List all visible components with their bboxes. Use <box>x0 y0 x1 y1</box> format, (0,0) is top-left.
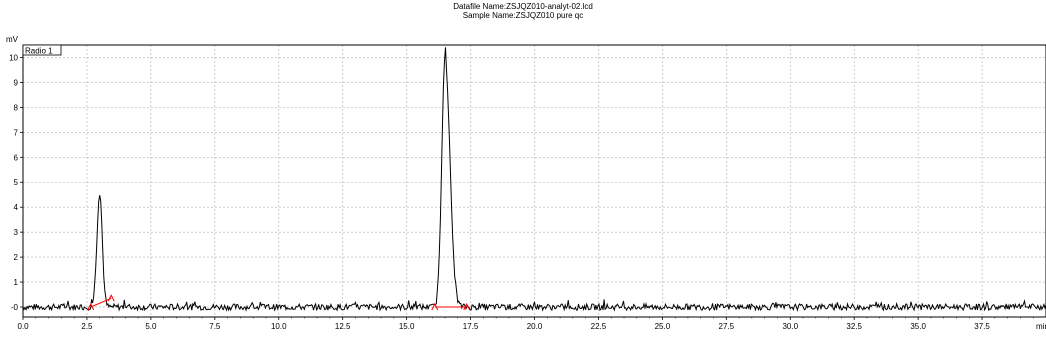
channel-label: Radio 1 <box>25 47 53 56</box>
peak-baselines <box>87 294 471 311</box>
x-tick-label: 15.0 <box>399 322 415 331</box>
datafile-name: Datafile Name:ZSJQZ010-analyt-02.lcd <box>453 2 593 11</box>
x-tick-label: 35.0 <box>910 322 926 331</box>
x-tick-label: 10.0 <box>271 322 287 331</box>
y-tick-label: 2 <box>14 253 19 262</box>
x-tick-labels: 0.0 2.5 5.0 7.5 10.0 12.5 15.0 17.5 20.0 22.5 25.0… <box>17 317 1046 331</box>
sample-name: Sample Name:ZSJQZ010 pure qc <box>462 11 584 20</box>
y-axis-label: mV <box>6 35 19 44</box>
x-tick-label: 37.5 <box>974 322 990 331</box>
peak-marker <box>463 302 471 311</box>
y-tick-label: 3 <box>14 228 19 237</box>
y-tick-label: -0 <box>11 303 19 312</box>
x-tick-label: 30.0 <box>782 322 798 331</box>
x-tick-label: 17.5 <box>463 322 479 331</box>
channel-label-box: Radio 1 <box>22 44 62 56</box>
y-tick-labels: -0 1 2 3 4 5 6 7 8 9 10 <box>9 53 23 312</box>
signal-trace <box>22 47 1046 313</box>
x-tick-label: 22.5 <box>591 322 607 331</box>
x-tick-label: 5.0 <box>145 322 157 331</box>
y-tick-label: 9 <box>14 78 19 87</box>
x-tick-label: 27.5 <box>719 322 735 331</box>
y-tick-label: 7 <box>14 128 19 137</box>
y-tick-label: 5 <box>14 178 19 187</box>
y-tick-label: 1 <box>14 278 19 287</box>
y-tick-label: 8 <box>14 103 19 112</box>
x-tick-label: 32.5 <box>846 322 862 331</box>
peak-marker <box>87 302 95 311</box>
peak-marker <box>431 302 439 311</box>
x-tick-label: 12.5 <box>335 322 351 331</box>
grid-lines <box>22 45 1046 317</box>
x-tick-label: 20.0 <box>527 322 543 331</box>
y-tick-label: 10 <box>9 53 18 62</box>
peak-marker <box>107 294 115 302</box>
y-tick-label: 4 <box>14 203 19 212</box>
peak-baseline <box>90 297 112 308</box>
x-tick-label: 25.0 <box>655 322 671 331</box>
x-tick-label: 7.5 <box>209 322 221 331</box>
x-tick-label: min <box>1036 322 1046 331</box>
x-tick-label: 2.5 <box>81 322 93 331</box>
y-tick-label: 6 <box>14 153 19 162</box>
x-tick-label: 0.0 <box>17 322 29 331</box>
